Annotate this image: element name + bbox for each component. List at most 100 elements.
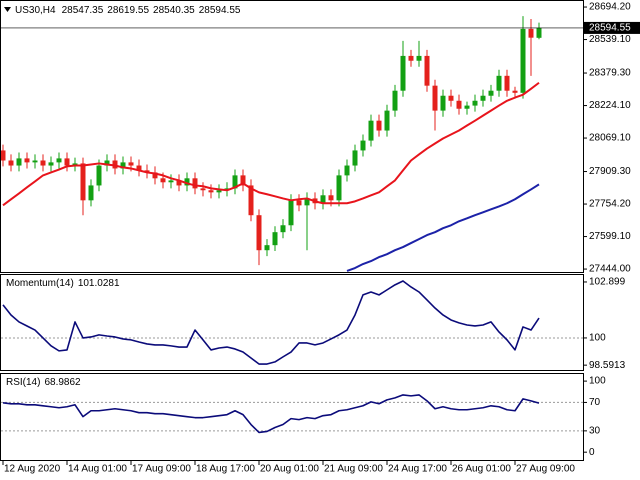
y-tick-label: 27444.00 — [589, 264, 631, 275]
candle-body — [320, 195, 326, 204]
candle-body — [144, 170, 150, 173]
candle-body — [376, 120, 382, 131]
candle-body — [440, 95, 446, 111]
panel-plot — [1, 394, 583, 434]
indicator-name: Momentum(14) — [6, 278, 74, 289]
y-tick-label: 102.899 — [589, 277, 626, 288]
y-tick-label: 70 — [589, 397, 601, 408]
candle-body — [344, 165, 350, 176]
candle-body — [200, 188, 206, 191]
price-panel-frame — [0, 0, 584, 273]
candle-body — [368, 120, 374, 141]
x-tick-label: 12 Aug 2020 — [4, 464, 61, 475]
candle-body — [136, 165, 142, 171]
symbol-header: US30,H4 28547.35 28619.55 28540.35 28594.55 — [15, 5, 241, 16]
x-tick-label: 14 Aug 01:00 — [68, 464, 127, 475]
candle-body — [264, 245, 270, 251]
candle-body — [392, 90, 398, 111]
candle-body — [80, 163, 86, 201]
candle-body — [248, 185, 254, 216]
moving-average — [346, 183, 540, 272]
candle-body — [352, 150, 358, 166]
candle-body — [296, 200, 302, 206]
indicator-value: 101.0281 — [78, 278, 120, 289]
y-tick-label: 27909.30 — [589, 166, 631, 177]
candle-body — [520, 28, 526, 93]
candle-body — [512, 90, 518, 93]
y-tick-label: 30 — [589, 426, 601, 437]
current-price-label: 28594.55 — [589, 23, 631, 34]
candle-body — [384, 110, 390, 131]
x-tick-label: 24 Aug 17:00 — [388, 464, 447, 475]
candle-body — [536, 27, 542, 38]
x-tick-label: 18 Aug 17:00 — [196, 464, 255, 475]
indicator-name: RSI(14) — [6, 377, 40, 388]
open-value: 28547.35 — [62, 5, 104, 16]
y-tick-label: 100 — [589, 376, 606, 387]
candle-body — [272, 232, 278, 246]
candle-body — [336, 175, 342, 201]
candle-body — [448, 95, 454, 101]
candle-body — [408, 55, 414, 61]
candle-body — [328, 195, 334, 201]
low-value: 28540.35 — [153, 5, 195, 16]
candle-body — [96, 165, 102, 186]
candle-body — [152, 172, 158, 179]
candle-body — [424, 55, 430, 86]
candle-body — [88, 185, 94, 201]
candle-body — [56, 158, 62, 163]
candle-body — [456, 100, 462, 109]
candle-body — [64, 158, 70, 166]
candle-body — [240, 175, 246, 186]
close-value: 28594.55 — [199, 5, 241, 16]
y-tick-label: 28069.10 — [589, 133, 631, 144]
candle-body — [1, 150, 6, 161]
high-value: 28619.55 — [107, 5, 149, 16]
candle-body — [496, 75, 502, 91]
candle-body — [480, 95, 486, 101]
indicator-line — [2, 394, 540, 434]
candle-body — [24, 158, 30, 163]
y-tick-label: 100 — [589, 333, 606, 344]
y-tick-label: 28539.10 — [589, 34, 631, 45]
panel-plot — [1, 16, 542, 272]
y-tick-label: 28379.30 — [589, 68, 631, 79]
candle-body — [528, 28, 534, 38]
y-tick-label: 28694.20 — [589, 2, 631, 13]
candle-body — [488, 90, 494, 96]
x-tick-label: 27 Aug 09:00 — [516, 464, 575, 475]
menu-arrow[interactable] — [4, 7, 11, 12]
candle-body — [104, 160, 110, 166]
candle-body — [216, 190, 222, 193]
x-tick-label: 20 Aug 01:00 — [260, 464, 319, 475]
candle-body — [304, 198, 310, 206]
candle-body — [464, 105, 470, 109]
y-tick-label: 27599.10 — [589, 231, 631, 242]
candle-body — [184, 178, 190, 186]
candle-body — [416, 55, 422, 61]
moving-average — [2, 81, 540, 207]
y-tick-label: 0 — [589, 447, 595, 458]
x-tick-label: 17 Aug 09:00 — [132, 464, 191, 475]
candle-body — [472, 100, 478, 106]
candle-body — [160, 178, 166, 183]
candle-body — [432, 85, 438, 111]
candle-body — [72, 163, 78, 166]
candle-body — [256, 215, 262, 251]
candle-body — [192, 178, 198, 189]
candle-body — [8, 160, 14, 166]
candle-body — [16, 158, 22, 166]
candle-body — [232, 175, 238, 189]
y-tick-label: 27754.20 — [589, 199, 631, 210]
candle-body — [280, 225, 286, 233]
rsi-panel-frame — [0, 373, 584, 461]
candle-body — [360, 140, 366, 151]
candle-body — [32, 160, 38, 163]
indicator-value: 68.9862 — [44, 377, 81, 388]
candle-body — [48, 162, 54, 166]
candle-body — [504, 75, 510, 91]
momentum-panel-frame — [0, 274, 584, 371]
candle-body — [112, 160, 118, 169]
